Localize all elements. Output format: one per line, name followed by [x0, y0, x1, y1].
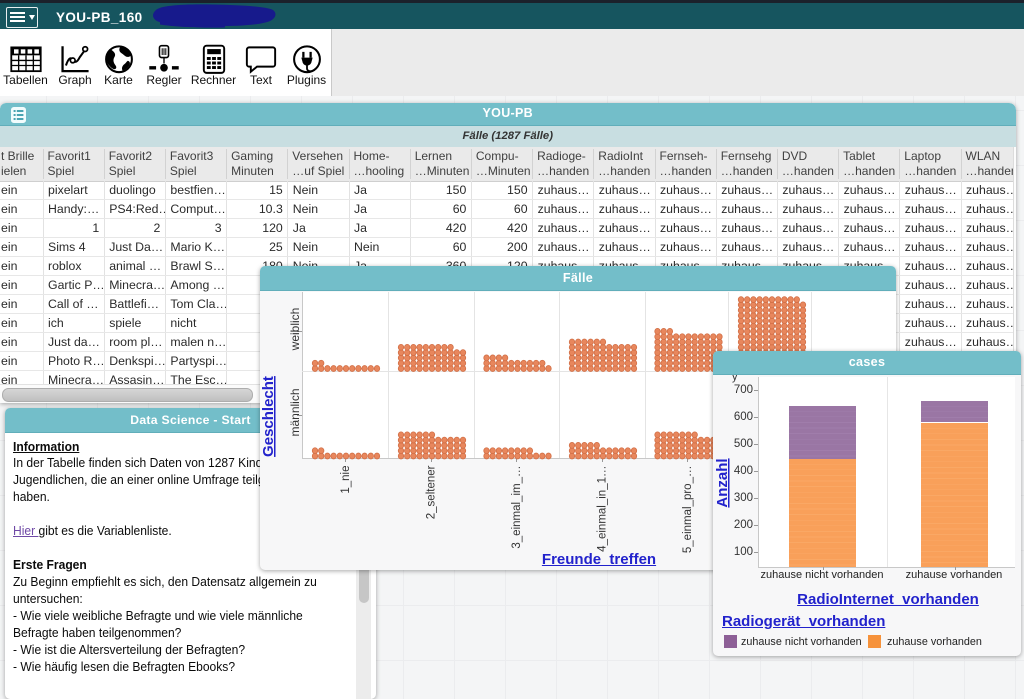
svg-text:weiblich: weiblich: [288, 307, 302, 351]
svg-text:2_seltener: 2_seltener: [426, 465, 438, 519]
svg-text:5_einmal_pro_…: 5_einmal_pro_…: [682, 465, 694, 553]
svg-text:1_nie: 1_nie: [340, 465, 352, 493]
svg-text:4_einmal_in_1…: 4_einmal_in_1…: [597, 465, 609, 551]
svg-text:Anzahl: Anzahl: [714, 458, 731, 507]
svg-text:Geschlecht: Geschlecht: [260, 376, 277, 457]
svg-text:3_einmal_im_…: 3_einmal_im_…: [511, 465, 523, 548]
svg-text:männlich: männlich: [288, 388, 302, 436]
